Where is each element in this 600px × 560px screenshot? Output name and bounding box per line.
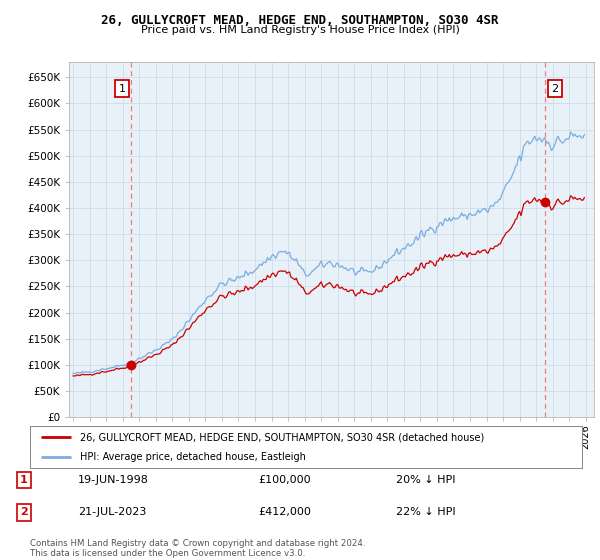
Text: HPI: Average price, detached house, Eastleigh: HPI: Average price, detached house, East…	[80, 452, 305, 462]
Text: £100,000: £100,000	[258, 475, 311, 485]
Text: 1: 1	[20, 475, 28, 485]
Text: 26, GULLYCROFT MEAD, HEDGE END, SOUTHAMPTON, SO30 4SR (detached house): 26, GULLYCROFT MEAD, HEDGE END, SOUTHAMP…	[80, 432, 484, 442]
Text: £412,000: £412,000	[258, 507, 311, 517]
Text: 2: 2	[551, 84, 559, 94]
Text: 26, GULLYCROFT MEAD, HEDGE END, SOUTHAMPTON, SO30 4SR: 26, GULLYCROFT MEAD, HEDGE END, SOUTHAMP…	[101, 14, 499, 27]
Text: Price paid vs. HM Land Registry's House Price Index (HPI): Price paid vs. HM Land Registry's House …	[140, 25, 460, 35]
Text: 22% ↓ HPI: 22% ↓ HPI	[396, 507, 455, 517]
Text: 20% ↓ HPI: 20% ↓ HPI	[396, 475, 455, 485]
Text: 2: 2	[20, 507, 28, 517]
Text: 21-JUL-2023: 21-JUL-2023	[78, 507, 146, 517]
Text: 1: 1	[119, 84, 126, 94]
Text: Contains HM Land Registry data © Crown copyright and database right 2024.
This d: Contains HM Land Registry data © Crown c…	[30, 539, 365, 558]
Text: 19-JUN-1998: 19-JUN-1998	[78, 475, 149, 485]
